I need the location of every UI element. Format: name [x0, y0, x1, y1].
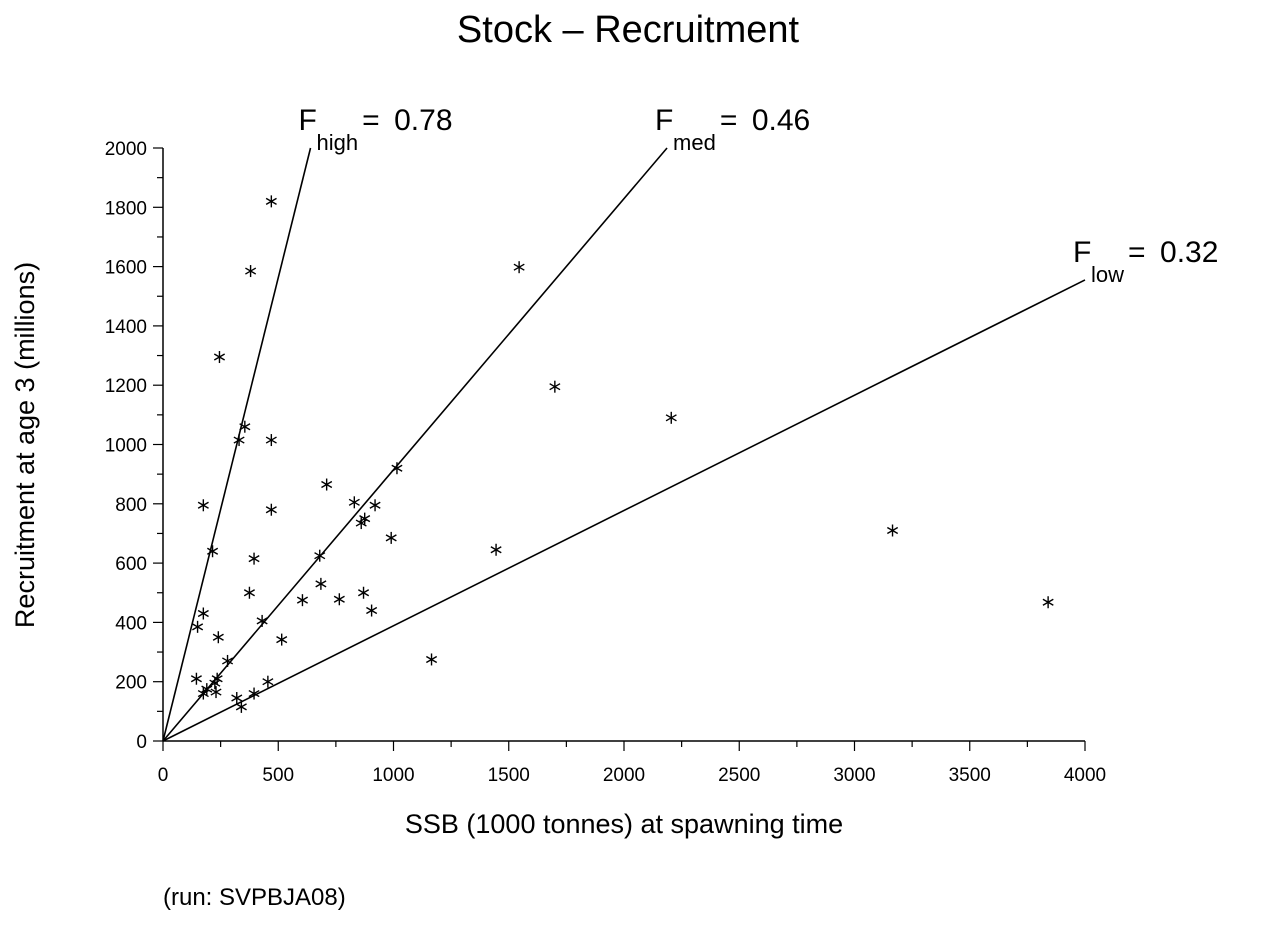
- x-tick-label: 1500: [488, 765, 530, 786]
- data-point: [385, 531, 397, 544]
- y-tick-label: 1600: [105, 258, 147, 279]
- data-point: [245, 265, 257, 278]
- x-tick-label: 1000: [372, 765, 414, 786]
- data-point: [243, 586, 255, 599]
- data-point: [1042, 596, 1054, 609]
- y-tick-label: 200: [115, 673, 147, 694]
- data-point: [513, 261, 525, 274]
- data-point: [315, 577, 327, 590]
- data-point: [369, 499, 381, 512]
- ref-line-low: [162, 279, 1086, 742]
- x-tick-label: 3500: [949, 765, 991, 786]
- data-point: [265, 195, 277, 208]
- data-point: [262, 675, 274, 688]
- data-point: [211, 672, 223, 685]
- data-point: [213, 351, 226, 364]
- data-point: [207, 545, 219, 558]
- x-ticks: 0 500 1000 1500 2000 2500 3000 3500 4000: [158, 741, 1106, 786]
- ref-line-symbol: F: [1073, 236, 1091, 269]
- x-axis-label: SSB (1000 tonnes) at spawning time: [405, 809, 843, 839]
- data-point: [197, 687, 209, 700]
- ref-line-value: 0.46: [752, 104, 810, 137]
- data-point: [256, 614, 268, 627]
- data-point: [197, 607, 209, 620]
- data-point: [248, 552, 260, 565]
- data-point: [348, 496, 360, 509]
- data-point: [314, 549, 326, 562]
- ref-line-value: 0.32: [1160, 236, 1218, 269]
- chart-title: Stock – Recruitment: [457, 9, 800, 51]
- y-tick-label: 800: [115, 495, 147, 516]
- data-point: [296, 594, 308, 607]
- ref-line-subscript: low: [1091, 262, 1124, 287]
- ref-line-high: [162, 147, 312, 742]
- data-point: [221, 654, 234, 667]
- y-axis-label: Recruitment at age 3 (millions): [10, 262, 40, 628]
- data-point: [366, 604, 378, 617]
- y-tick-label: 600: [115, 554, 147, 575]
- data-point: [425, 653, 438, 666]
- x-tick-label: 500: [262, 765, 294, 786]
- ref-line-subscript: med: [673, 130, 716, 155]
- data-point: [665, 411, 677, 424]
- data-point: [239, 420, 251, 433]
- ref-line-equals: =: [362, 104, 380, 137]
- y-tick-label: 2000: [105, 139, 147, 160]
- y-tick-label: 1000: [105, 436, 147, 457]
- data-point: [231, 692, 243, 705]
- x-tick-label: 3000: [833, 765, 875, 786]
- ref-line-med: [162, 147, 668, 742]
- y-tick-label: 0: [136, 732, 147, 753]
- data-point: [391, 462, 403, 475]
- y-tick-label: 400: [115, 613, 147, 634]
- axes: [162, 148, 1085, 742]
- data-point: [333, 593, 345, 606]
- data-point: [886, 524, 899, 537]
- ref-line-symbol: F: [655, 104, 673, 137]
- ref-line-equals: =: [720, 104, 738, 137]
- data-point: [357, 586, 370, 599]
- data-point: [549, 380, 561, 393]
- x-tick-label: 2000: [603, 765, 645, 786]
- y-tick-label: 1400: [105, 317, 147, 338]
- data-point: [197, 499, 209, 512]
- x-tick-label: 2500: [718, 765, 760, 786]
- data-point: [233, 434, 245, 447]
- y-tick-label: 1800: [105, 198, 147, 219]
- data-points: [190, 195, 1054, 713]
- y-ticks: 0 200 400 600 800 1000 1200 1400 1600 1800 2000: [105, 139, 163, 753]
- ref-line-equals: =: [1128, 236, 1146, 269]
- ref-line-value: 0.78: [394, 104, 452, 137]
- data-point: [248, 687, 260, 700]
- data-point: [355, 517, 367, 530]
- data-point: [265, 503, 277, 516]
- x-tick-label: 0: [158, 765, 169, 786]
- data-point: [490, 543, 502, 556]
- ref-line-subscript: high: [317, 130, 359, 155]
- data-point: [321, 478, 333, 491]
- data-point: [235, 700, 247, 713]
- y-tick-label: 1200: [105, 376, 147, 397]
- data-point: [209, 677, 221, 690]
- data-point: [212, 631, 224, 644]
- data-point: [192, 620, 204, 633]
- data-point: [276, 633, 288, 646]
- ref-line-symbol: F: [299, 104, 317, 137]
- data-point: [190, 672, 202, 685]
- run-note: (run: SVPBJA08): [163, 884, 346, 911]
- data-point: [210, 686, 222, 699]
- x-tick-label: 4000: [1064, 765, 1106, 786]
- data-point: [265, 434, 277, 447]
